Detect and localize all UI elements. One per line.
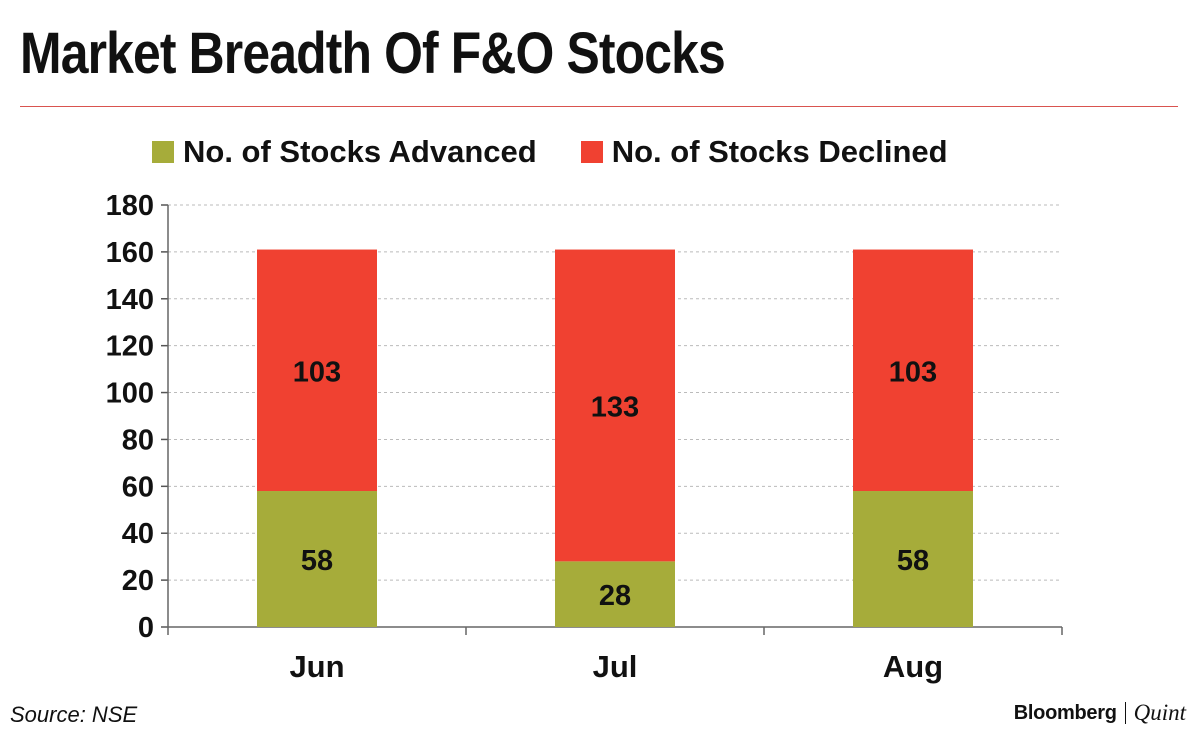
brand-logo: Bloomberg Quint bbox=[1014, 700, 1186, 726]
legend-swatch-declined bbox=[580, 141, 603, 163]
bar-segment-advanced bbox=[555, 561, 675, 627]
x-tick-label: Aug bbox=[883, 649, 943, 684]
legend-item-advanced: No. of Stocks Advanced bbox=[152, 134, 537, 170]
y-tick-label: 100 bbox=[106, 378, 154, 410]
legend-swatch-advanced bbox=[152, 141, 174, 163]
y-tick-label: 120 bbox=[106, 331, 154, 363]
x-tick-label: Jun bbox=[289, 649, 344, 684]
y-tick-label: 40 bbox=[122, 518, 154, 550]
source-note: Source: NSE bbox=[10, 702, 138, 727]
y-tick-label: 80 bbox=[122, 424, 154, 456]
bar-segment-declined bbox=[555, 249, 675, 562]
data-label: 28 bbox=[599, 580, 631, 612]
data-label: 133 bbox=[591, 391, 639, 423]
y-tick-label: 160 bbox=[106, 237, 154, 269]
legend-item-declined: No. of Stocks Declined bbox=[580, 134, 948, 170]
x-tick-label: Jul bbox=[593, 649, 638, 684]
data-label: 103 bbox=[293, 356, 341, 388]
y-tick-label: 180 bbox=[106, 190, 154, 222]
legend-label-advanced: No. of Stocks Advanced bbox=[183, 134, 537, 169]
y-tick-label: 60 bbox=[122, 471, 154, 503]
y-tick-label: 140 bbox=[106, 284, 154, 316]
bar-segment-advanced bbox=[853, 491, 973, 627]
data-label: 103 bbox=[889, 356, 937, 388]
legend-label-declined: No. of Stocks Declined bbox=[611, 134, 948, 169]
chart-title: Market Breadth Of F&O Stocks bbox=[20, 21, 726, 86]
bar-segment-declined bbox=[853, 249, 973, 492]
y-tick-label: 20 bbox=[122, 565, 154, 597]
data-label: 58 bbox=[301, 545, 333, 577]
brand-main: Bloomberg bbox=[1013, 701, 1117, 724]
brand-sub: Quint bbox=[1133, 700, 1186, 725]
brand-separator bbox=[1124, 702, 1126, 724]
y-tick-label: 0 bbox=[138, 612, 154, 644]
bar-segment-declined bbox=[257, 249, 377, 492]
title-divider bbox=[20, 106, 1178, 107]
bar-segment-advanced bbox=[257, 491, 377, 627]
legend: No. of Stocks Advanced No. of Stocks Dec… bbox=[152, 130, 992, 174]
data-label: 58 bbox=[897, 545, 929, 577]
